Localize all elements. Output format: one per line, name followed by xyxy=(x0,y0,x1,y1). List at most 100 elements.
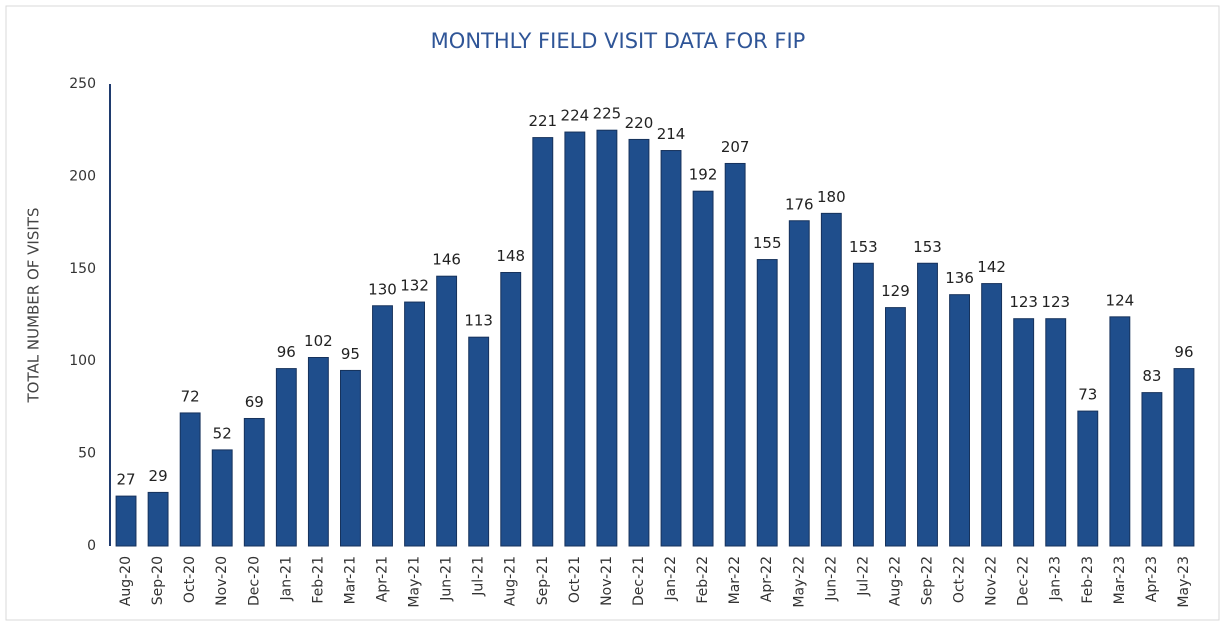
data-label: 123 xyxy=(1041,293,1070,311)
bar xyxy=(756,259,778,547)
data-label: 155 xyxy=(753,234,782,252)
x-tick-label: Sep-22 xyxy=(920,556,936,605)
bar xyxy=(115,495,137,547)
y-tick-label: 250 xyxy=(69,76,96,92)
data-label: 214 xyxy=(657,125,686,143)
bar xyxy=(852,262,874,547)
data-label: 153 xyxy=(849,238,878,256)
bar xyxy=(1013,318,1035,547)
bar xyxy=(340,369,361,547)
x-tick-label: Sep-20 xyxy=(150,556,166,605)
x-tick-label: May-21 xyxy=(407,556,423,608)
bar xyxy=(981,283,1003,547)
bar xyxy=(596,129,618,547)
x-tick-label: Apr-22 xyxy=(759,556,775,602)
data-label: 27 xyxy=(116,471,135,489)
y-tick-label: 50 xyxy=(78,446,96,462)
bar xyxy=(307,357,329,547)
x-tick-label: Oct-20 xyxy=(182,556,198,603)
bar xyxy=(660,150,682,547)
x-tick-label: May-23 xyxy=(1176,556,1192,608)
data-label: 148 xyxy=(496,247,525,265)
data-label: 69 xyxy=(245,393,264,411)
data-label: 136 xyxy=(945,269,974,287)
data-label: 124 xyxy=(1106,291,1135,309)
data-label: 146 xyxy=(432,251,461,269)
bar xyxy=(211,449,233,547)
bar xyxy=(1141,392,1163,547)
bar xyxy=(917,262,938,547)
x-tick-label: Feb-23 xyxy=(1080,556,1096,604)
x-tick-label: Aug-21 xyxy=(503,556,519,606)
data-label: 225 xyxy=(593,105,622,123)
x-tick-label: Aug-20 xyxy=(118,556,134,606)
x-tick-label: Mar-23 xyxy=(1112,556,1128,604)
data-label: 73 xyxy=(1078,386,1097,404)
data-label: 153 xyxy=(913,238,942,256)
bar xyxy=(1109,316,1131,547)
data-label: 221 xyxy=(528,112,557,130)
y-tick-label: 0 xyxy=(87,538,96,554)
bar xyxy=(468,336,490,547)
bar xyxy=(275,368,297,547)
x-tick-label: May-22 xyxy=(791,556,807,608)
x-tick-label: Oct-21 xyxy=(567,556,583,603)
data-label: 52 xyxy=(213,424,232,442)
bar xyxy=(788,220,810,547)
x-tick-label: Aug-22 xyxy=(887,556,903,606)
x-tick-label: Nov-20 xyxy=(214,556,230,606)
x-tick-label: Jun-22 xyxy=(823,556,839,602)
bar xyxy=(179,412,201,547)
x-tick-label: Mar-22 xyxy=(727,556,743,604)
bar xyxy=(243,417,265,547)
x-tick-label: Nov-22 xyxy=(984,556,1000,606)
x-tick-label: Sep-21 xyxy=(535,556,551,605)
x-tick-label: Apr-23 xyxy=(1144,556,1160,602)
data-label: 72 xyxy=(181,387,200,405)
data-label: 96 xyxy=(1174,343,1193,361)
data-label: 123 xyxy=(1009,293,1038,311)
y-tick-label: 100 xyxy=(69,353,96,369)
bar xyxy=(724,162,746,547)
bar xyxy=(1173,368,1195,547)
data-label: 132 xyxy=(400,277,429,295)
x-tick-label: Dec-20 xyxy=(246,556,262,606)
bar xyxy=(564,131,586,547)
data-label: 192 xyxy=(689,166,718,184)
bar xyxy=(147,491,169,547)
bar xyxy=(372,305,393,547)
chart-title: MONTHLY FIELD VISIT DATA FOR FIP xyxy=(431,29,806,53)
bar xyxy=(692,190,714,547)
data-label: 83 xyxy=(1142,367,1161,385)
data-label: 142 xyxy=(977,258,1006,276)
y-tick-label: 150 xyxy=(69,261,96,277)
x-tick-label: Nov-21 xyxy=(599,556,615,606)
bar xyxy=(628,138,650,547)
y-tick-label: 200 xyxy=(69,168,96,184)
x-tick-label: Jul-22 xyxy=(855,556,871,597)
bar xyxy=(1077,410,1099,547)
data-label: 29 xyxy=(149,467,168,485)
data-label: 207 xyxy=(721,138,750,156)
x-tick-label: Dec-22 xyxy=(1016,556,1032,606)
bar xyxy=(1045,318,1067,547)
bar xyxy=(885,307,906,547)
bar xyxy=(500,271,522,547)
bar xyxy=(820,212,842,547)
x-tick-label: Jun-21 xyxy=(439,556,455,602)
x-tick-label: Feb-21 xyxy=(310,556,326,604)
x-tick-label: Jul-21 xyxy=(471,556,487,597)
data-label: 129 xyxy=(881,282,910,300)
x-tick-label: Jan-23 xyxy=(1048,556,1064,601)
x-tick-label: Oct-22 xyxy=(952,556,968,603)
bar xyxy=(949,294,970,547)
bar xyxy=(532,137,554,547)
data-label: 130 xyxy=(368,280,397,298)
data-label: 224 xyxy=(561,107,590,125)
x-tick-label: Feb-22 xyxy=(695,556,711,604)
x-tick-label: Apr-21 xyxy=(375,556,391,602)
x-tick-label: Dec-21 xyxy=(631,556,647,606)
data-label: 102 xyxy=(304,332,333,350)
x-tick-label: Mar-21 xyxy=(342,556,358,604)
